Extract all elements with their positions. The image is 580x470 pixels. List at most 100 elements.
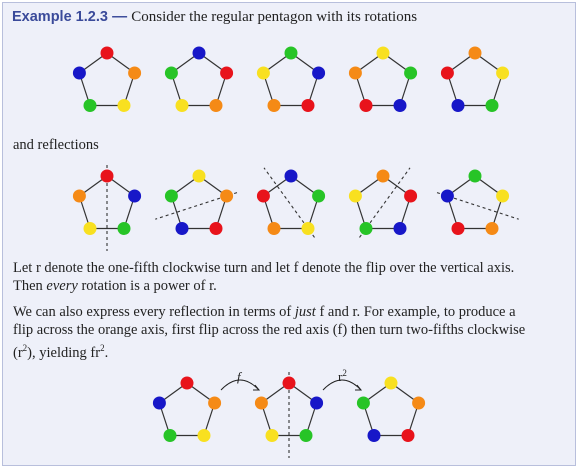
vertex-dot-yellow: [83, 222, 97, 235]
vertex-dot-yellow: [384, 376, 398, 390]
pentagon-outline: [262, 175, 320, 230]
paragraph-1-line-2: Then every rotation is a power of r.: [13, 277, 217, 296]
vertex-dot-blue: [312, 66, 326, 80]
p2-l3-sup2: 2: [100, 343, 105, 353]
vertex-dot-orange: [412, 396, 426, 410]
vertex-dot-yellow: [376, 46, 390, 60]
vertex-dot-blue: [152, 396, 166, 410]
pentagon-outline: [170, 52, 228, 107]
vertex-dot-yellow: [348, 189, 362, 203]
vertex-dot-orange: [468, 46, 482, 60]
pentagon-outline: [446, 52, 504, 107]
vertex-dot-red: [100, 46, 114, 60]
pentagon-outline: [78, 52, 136, 107]
vertex-dot-blue: [393, 222, 407, 235]
vertex-dot-orange: [220, 189, 234, 203]
reflections-row: [72, 165, 519, 251]
vertex-dot-blue: [367, 429, 381, 442]
vertex-dot-red: [209, 222, 223, 235]
vertex-dot-orange: [254, 396, 268, 410]
vertex-dot-red: [440, 66, 454, 80]
flip-arrow-label: f: [237, 369, 243, 384]
vertex-dot-red: [401, 429, 415, 442]
rotate-arrow-sup: 2: [342, 368, 347, 378]
vertex-dot-yellow: [265, 429, 279, 442]
pentagon-outline: [446, 175, 504, 230]
p2-l3-sup: 2: [22, 343, 28, 353]
vertex-dot-red: [359, 99, 373, 112]
p2-l1-post: f and r. For example, to produce a: [315, 304, 516, 320]
vertex-dot-blue: [175, 222, 189, 235]
composition-pentagon-2: [356, 376, 426, 442]
vertex-dot-yellow: [496, 189, 510, 203]
header-dash: —: [107, 8, 132, 25]
rotation-pentagon-2: [256, 46, 326, 112]
vertex-dot-blue: [72, 66, 86, 80]
vertex-dot-orange: [128, 66, 142, 80]
rotate-arrow: [322, 379, 362, 391]
vertex-dot-orange: [267, 222, 281, 235]
vertex-dot-blue: [393, 99, 407, 112]
pentagon-outline: [354, 52, 412, 107]
rotation-pentagon-0: [72, 46, 142, 112]
rotate-arrow-head: [355, 384, 363, 391]
p2-l1-em: just: [294, 304, 316, 320]
p1-l2-pre: Then: [13, 278, 47, 294]
vertex-dot-yellow: [301, 222, 315, 235]
rotation-pentagon-3: [348, 46, 418, 112]
vertex-dot-red: [256, 189, 270, 203]
reflections-intro: and reflections: [13, 137, 99, 153]
p1-l2-em: every: [46, 278, 78, 294]
p2-l3-c: .: [104, 345, 109, 361]
vertex-dot-yellow: [256, 66, 270, 80]
pentagon-outline: [354, 175, 412, 230]
p2-l1-pre: We can also express every reflection in …: [13, 304, 295, 320]
paragraph-1-line-1: Let r denote the one-fifth clockwise tur…: [13, 260, 515, 276]
reflection-pentagon-3: [348, 167, 418, 238]
rotate-arrow-r: r: [338, 369, 343, 384]
reflection-pentagon-4: [436, 169, 519, 235]
vertex-dot-blue: [310, 396, 324, 410]
vertex-dot-green: [359, 222, 373, 235]
reflection-pentagon-0: [72, 165, 142, 251]
vertex-dot-blue: [284, 169, 298, 183]
example-label: Example 1.2.3: [12, 9, 108, 25]
rotations-row: [72, 46, 510, 112]
vertex-dot-orange: [348, 66, 362, 80]
rotation-pentagon-1: [164, 46, 234, 112]
rotation-pentagon-4: [440, 46, 510, 112]
paragraph-2-line-2: flip across the orange axis, first flip …: [13, 322, 526, 338]
vertex-dot-red: [220, 66, 234, 80]
vertex-dot-blue: [440, 189, 454, 203]
reflection-pentagon-2: [256, 167, 326, 238]
vertex-dot-green: [284, 46, 298, 60]
p2-l3-b: ), yielding fr: [27, 345, 101, 361]
composition-pentagon-0: [152, 376, 222, 442]
vertex-dot-yellow: [197, 429, 211, 442]
vertex-dot-orange: [72, 189, 86, 203]
vertex-dot-green: [164, 66, 178, 80]
vertex-dot-green: [83, 99, 97, 112]
p1-l2-post: rotation is a power of r.: [77, 278, 217, 294]
pentagon-outline: [170, 175, 228, 230]
pentagon-outline: [262, 52, 320, 107]
vertex-dot-red: [404, 189, 418, 203]
vertex-dot-red: [180, 376, 194, 390]
vertex-dot-green: [356, 396, 370, 410]
vertex-dot-green: [468, 169, 482, 183]
vertex-dot-red: [100, 169, 114, 183]
pentagon-outline: [158, 382, 216, 437]
paragraph-2-line-3: (r2), yielding fr2.: [13, 339, 108, 363]
paragraph-2-line-1: We can also express every reflection in …: [13, 303, 516, 322]
vertex-dot-green: [117, 222, 131, 235]
vertex-dot-blue: [451, 99, 465, 112]
vertex-dot-orange: [208, 396, 222, 410]
vertex-dot-blue: [128, 189, 142, 203]
vertex-dot-green: [404, 66, 418, 80]
vertex-dot-yellow: [192, 169, 206, 183]
composition-pentagon-1: [254, 372, 324, 458]
example-intro: Consider the regular pentagon with its r…: [131, 9, 418, 25]
reflection-pentagon-1: [155, 169, 238, 235]
vertex-dot-orange: [267, 99, 281, 112]
